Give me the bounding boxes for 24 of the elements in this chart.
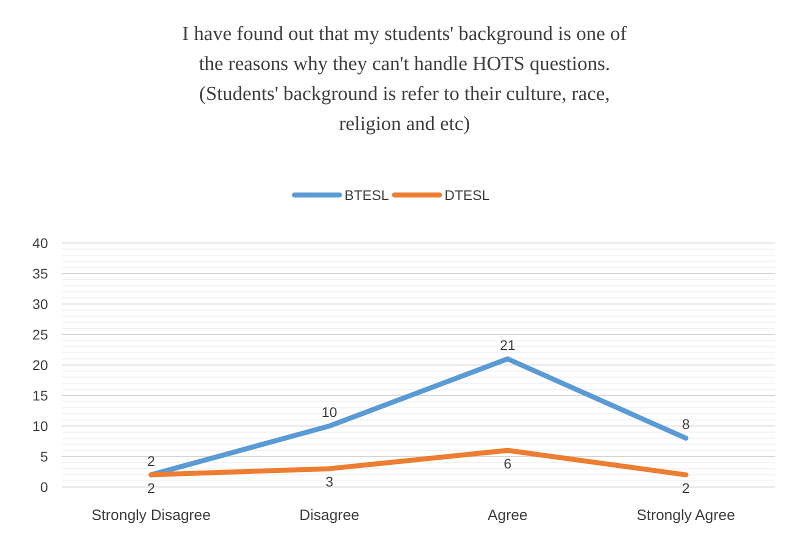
chart-title: I have found out that my students' background is one of the reasons why they can't handle HOTS questions. (Students' background is refer to their culture, race, religion and etc)	[182, 23, 628, 135]
data-label: 10	[322, 404, 338, 420]
y-tick-label: 30	[32, 296, 48, 312]
legend-label: BTESL	[344, 187, 390, 203]
y-tick-label: 0	[40, 479, 48, 495]
data-label: 2	[147, 452, 156, 469]
y-tick-label: 25	[32, 326, 48, 342]
y-tick-label: 5	[40, 448, 48, 464]
data-label: 8	[682, 416, 690, 432]
data-label: 2	[147, 480, 156, 496]
legend-label: DTESL	[444, 187, 490, 203]
x-tick-label: Strongly Agree	[636, 507, 736, 524]
y-tick-label: 35	[32, 266, 48, 282]
x-tick-label: Agree	[488, 507, 528, 524]
data-label: 2	[682, 480, 690, 496]
y-tick-label: 40	[32, 235, 48, 251]
x-tick-label: Strongly Disagree	[92, 507, 211, 524]
y-tick-label: 15	[32, 388, 48, 404]
y-tick-label: 20	[32, 357, 48, 373]
data-label: 3	[325, 474, 334, 490]
y-tick-label: 10	[32, 418, 48, 434]
data-label: 21	[500, 336, 516, 353]
x-tick-label: Disagree	[299, 507, 360, 524]
data-label: 6	[504, 455, 512, 472]
